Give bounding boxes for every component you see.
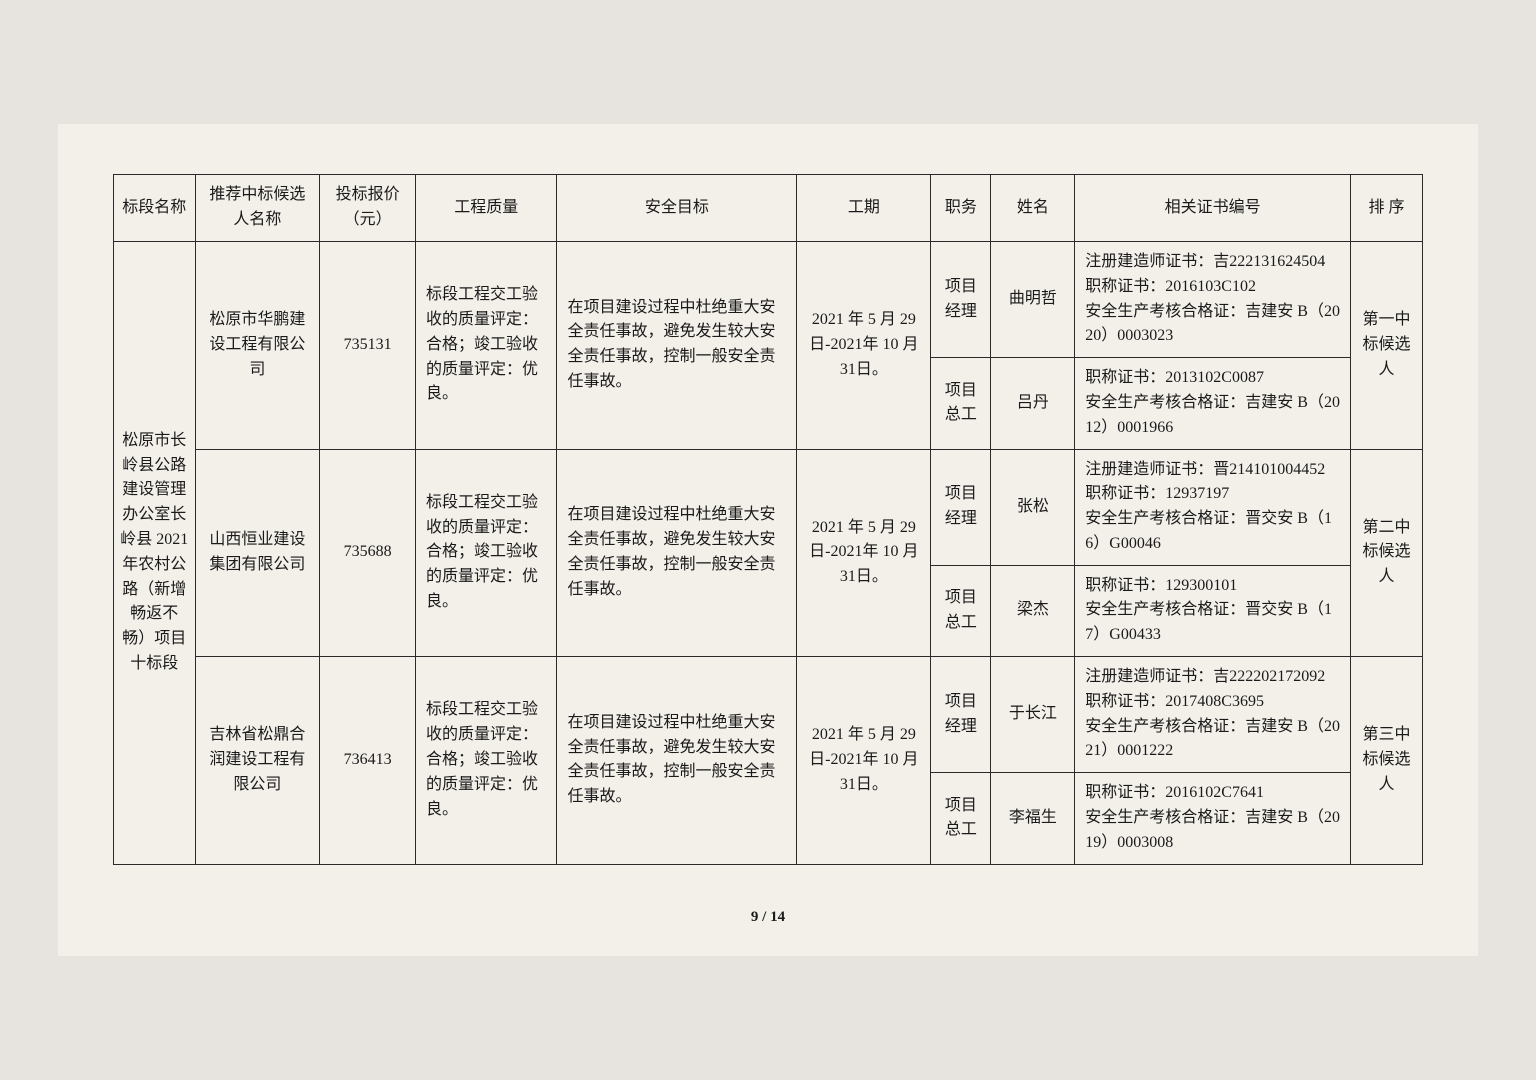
cell-role: 项目总工 bbox=[931, 358, 991, 449]
table-row: 松原市长岭县公路建设管理办公室长岭县 2021 年农村公路（新增畅返不畅）项目十… bbox=[114, 241, 1423, 357]
bid-table: 标段名称 推荐中标候选人名称 投标报价（元） 工程质量 安全目标 工期 职务 姓… bbox=[113, 174, 1423, 864]
cell-role: 项目总工 bbox=[931, 773, 991, 864]
cell-role: 项目经理 bbox=[931, 241, 991, 357]
document-page: 标段名称 推荐中标候选人名称 投标报价（元） 工程质量 安全目标 工期 职务 姓… bbox=[58, 124, 1478, 955]
cell-rank: 第三中标候选人 bbox=[1351, 657, 1423, 865]
cell-bid-price: 735688 bbox=[320, 449, 416, 657]
cell-person-name: 于长江 bbox=[991, 657, 1075, 773]
cell-rank: 第二中标候选人 bbox=[1351, 449, 1423, 657]
col-safety: 安全目标 bbox=[557, 175, 797, 242]
cell-role: 项目经理 bbox=[931, 449, 991, 565]
cell-person-name: 吕丹 bbox=[991, 358, 1075, 449]
cell-cert: 职称证书：129300101安全生产考核合格证：晋交安 B（17）G00433 bbox=[1075, 565, 1351, 656]
col-cert: 相关证书编号 bbox=[1075, 175, 1351, 242]
col-candidate-name: 推荐中标候选人名称 bbox=[195, 175, 320, 242]
col-duration: 工期 bbox=[797, 175, 931, 242]
cell-quality: 标段工程交工验收的质量评定：合格；竣工验收的质量评定：优良。 bbox=[416, 657, 557, 865]
cell-candidate-name: 吉林省松鼎合润建设工程有限公司 bbox=[195, 657, 320, 865]
table-header-row: 标段名称 推荐中标候选人名称 投标报价（元） 工程质量 安全目标 工期 职务 姓… bbox=[114, 175, 1423, 242]
cell-quality: 标段工程交工验收的质量评定：合格；竣工验收的质量评定：优良。 bbox=[416, 241, 557, 449]
cell-section-name: 松原市长岭县公路建设管理办公室长岭县 2021 年农村公路（新增畅返不畅）项目十… bbox=[114, 241, 196, 864]
col-role: 职务 bbox=[931, 175, 991, 242]
col-bid-price: 投标报价（元） bbox=[320, 175, 416, 242]
cell-person-name: 梁杰 bbox=[991, 565, 1075, 656]
cell-quality: 标段工程交工验收的质量评定：合格；竣工验收的质量评定：优良。 bbox=[416, 449, 557, 657]
cell-cert: 注册建造师证书：晋214101004452职称证书：12937197安全生产考核… bbox=[1075, 449, 1351, 565]
cell-safety: 在项目建设过程中杜绝重大安全责任事故，避免发生较大安全责任事故，控制一般安全责任… bbox=[557, 449, 797, 657]
table-row: 吉林省松鼎合润建设工程有限公司 736413 标段工程交工验收的质量评定：合格；… bbox=[114, 657, 1423, 773]
cell-candidate-name: 松原市华鹏建设工程有限公司 bbox=[195, 241, 320, 449]
cell-rank: 第一中标候选人 bbox=[1351, 241, 1423, 449]
cell-candidate-name: 山西恒业建设集团有限公司 bbox=[195, 449, 320, 657]
cell-bid-price: 736413 bbox=[320, 657, 416, 865]
cell-person-name: 李福生 bbox=[991, 773, 1075, 864]
cell-person-name: 张松 bbox=[991, 449, 1075, 565]
cell-safety: 在项目建设过程中杜绝重大安全责任事故，避免发生较大安全责任事故，控制一般安全责任… bbox=[557, 657, 797, 865]
cell-person-name: 曲明哲 bbox=[991, 241, 1075, 357]
cell-cert: 职称证书：2013102C0087安全生产考核合格证：吉建安 B（2012）00… bbox=[1075, 358, 1351, 449]
cell-cert: 注册建造师证书：吉222131624504职称证书：2016103C102安全生… bbox=[1075, 241, 1351, 357]
cell-bid-price: 735131 bbox=[320, 241, 416, 449]
cell-cert: 职称证书：2016102C7641安全生产考核合格证：吉建安 B（2019）00… bbox=[1075, 773, 1351, 864]
cell-safety: 在项目建设过程中杜绝重大安全责任事故，避免发生较大安全责任事故，控制一般安全责任… bbox=[557, 241, 797, 449]
table-row: 山西恒业建设集团有限公司 735688 标段工程交工验收的质量评定：合格；竣工验… bbox=[114, 449, 1423, 565]
cell-role: 项目总工 bbox=[931, 565, 991, 656]
col-person-name: 姓名 bbox=[991, 175, 1075, 242]
col-rank: 排 序 bbox=[1351, 175, 1423, 242]
page-footer: 9 / 14 bbox=[113, 909, 1423, 926]
col-quality: 工程质量 bbox=[416, 175, 557, 242]
cell-duration: 2021 年 5 月 29 日-2021年 10 月 31日。 bbox=[797, 657, 931, 865]
cell-duration: 2021 年 5 月 29 日-2021年 10 月 31日。 bbox=[797, 241, 931, 449]
cell-role: 项目经理 bbox=[931, 657, 991, 773]
cell-duration: 2021 年 5 月 29 日-2021年 10 月 31日。 bbox=[797, 449, 931, 657]
cell-cert: 注册建造师证书：吉222202172092职称证书：2017408C3695安全… bbox=[1075, 657, 1351, 773]
col-section-name: 标段名称 bbox=[114, 175, 196, 242]
